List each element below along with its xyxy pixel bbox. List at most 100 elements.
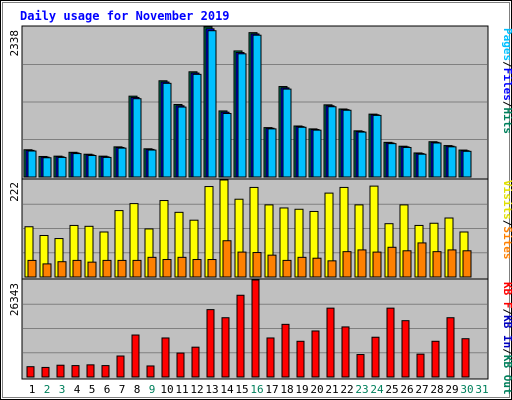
x-tick-label: 23 xyxy=(355,383,368,396)
bar-sites-day-29 xyxy=(447,249,457,278)
bar-pages-day-21 xyxy=(327,106,337,178)
bar-pages-day-19 xyxy=(297,126,307,178)
bar-pages-day-12 xyxy=(192,73,202,178)
legend-kbf: KB F xyxy=(501,282,512,309)
bar-sites-day-18 xyxy=(282,259,292,278)
bar-kb-f-day-7 xyxy=(116,355,125,378)
x-tick-label: 31 xyxy=(475,383,488,396)
x-tick-label: 20 xyxy=(310,383,323,396)
bar-kb-f-day-9 xyxy=(146,365,155,378)
bar-pages-day-11 xyxy=(177,106,187,178)
bar-sites-day-12 xyxy=(192,259,202,278)
bar-kb-f-day-4 xyxy=(71,365,80,378)
x-tick-label: 27 xyxy=(415,383,428,396)
x-tick-label: 29 xyxy=(445,383,458,396)
x-tick-label: 3 xyxy=(59,383,66,396)
x-tick-label: 16 xyxy=(250,383,263,396)
panel-bottom-bars xyxy=(26,279,470,378)
bar-kb-f-day-3 xyxy=(56,364,65,378)
bar-sites-day-5 xyxy=(87,261,97,278)
legend-files: Files xyxy=(501,68,512,101)
bar-sites-day-1 xyxy=(27,259,37,278)
bar-kb-f-day-14 xyxy=(221,317,230,378)
bar-sites-day-25 xyxy=(387,246,397,278)
bar-pages-day-20 xyxy=(312,129,322,178)
bar-kb-f-day-18 xyxy=(281,323,290,378)
x-tick-label: 8 xyxy=(134,383,141,396)
bar-sites-day-27 xyxy=(417,242,427,278)
bar-sites-day-3 xyxy=(57,261,67,278)
bar-kb-f-day-10 xyxy=(161,337,170,378)
bar-pages-day-5 xyxy=(87,155,97,178)
bar-kb-f-day-30 xyxy=(461,338,470,378)
legend-pages: Pages xyxy=(501,28,512,61)
x-tick-label: 7 xyxy=(119,383,126,396)
legend-sep-2: / xyxy=(501,101,512,108)
panel-bottom-max-label: 26343 xyxy=(8,283,21,316)
bar-pages-day-16 xyxy=(252,34,262,178)
bar-sites-day-20 xyxy=(312,257,322,278)
bar-sites-day-14 xyxy=(222,240,232,278)
bar-pages-day-6 xyxy=(102,156,112,178)
bar-sites-day-9 xyxy=(147,256,157,278)
bar-sites-day-30 xyxy=(462,250,472,278)
bar-pages-day-13 xyxy=(207,30,217,178)
x-tick-label: 24 xyxy=(370,383,384,396)
legend-bottom: KB F/KB In/KB Out xyxy=(501,282,512,395)
bar-kb-f-day-17 xyxy=(266,337,275,378)
bar-kb-f-day-2 xyxy=(41,366,50,378)
panel-mid-max-label: 222 xyxy=(8,182,21,202)
bar-sites-day-24 xyxy=(372,251,382,278)
bar-sites-day-2 xyxy=(42,263,52,278)
x-tick-label: 14 xyxy=(220,383,234,396)
bar-pages-day-26 xyxy=(402,146,412,178)
bar-kb-f-day-23 xyxy=(356,354,365,378)
panel-pages-files-hits: 2338 xyxy=(8,25,489,180)
bar-pages-day-29 xyxy=(447,146,457,178)
bar-sites-day-10 xyxy=(162,259,172,278)
bar-pages-day-28 xyxy=(432,142,442,178)
x-tick-label: 10 xyxy=(160,383,173,396)
x-tick-label: 4 xyxy=(74,383,81,396)
bar-kb-f-day-22 xyxy=(341,326,350,378)
bar-pages-day-14 xyxy=(222,112,232,178)
bar-kb-f-day-12 xyxy=(191,346,200,378)
legend-kbin: KB In xyxy=(501,315,512,348)
bar-kb-f-day-8 xyxy=(131,334,140,378)
bar-pages-day-9 xyxy=(147,149,157,178)
bar-kb-f-day-13 xyxy=(206,309,215,378)
x-tick-label: 6 xyxy=(104,383,111,396)
bar-kb-f-day-20 xyxy=(311,330,320,378)
x-tick-label: 30 xyxy=(460,383,473,396)
x-tick-label: 18 xyxy=(280,383,293,396)
bar-kb-f-day-21 xyxy=(326,307,335,378)
bar-kb-f-day-24 xyxy=(371,336,380,378)
x-tick-label: 2 xyxy=(44,383,51,396)
bar-pages-day-1 xyxy=(27,150,37,178)
bar-kb-f-day-15 xyxy=(236,294,245,378)
bar-kb-f-day-6 xyxy=(101,365,110,378)
bar-sites-day-26 xyxy=(402,250,412,278)
bar-sites-day-7 xyxy=(117,259,127,278)
bar-pages-day-2 xyxy=(42,157,52,178)
bar-pages-day-8 xyxy=(132,98,142,178)
bar-sites-day-11 xyxy=(177,256,187,278)
bar-sites-day-6 xyxy=(102,259,112,278)
legend-mid: Visits/Sites xyxy=(501,180,512,260)
x-tick-label: 26 xyxy=(400,383,413,396)
panel-kb: 26343 xyxy=(8,278,489,380)
legend-top: Pages/Files/Hits xyxy=(501,28,512,134)
bar-sites-day-16 xyxy=(252,252,262,278)
x-axis-labels: 1 2 3 4 5 6 7 8 9 10 11 12 13 14 15 16 17 18 19 20 21 22 23 24 2… xyxy=(29,383,489,396)
panel-top-max-label: 2338 xyxy=(8,30,21,57)
bar-sites-day-8 xyxy=(132,259,142,278)
x-tick-label: 28 xyxy=(430,383,443,396)
bar-kb-f-day-16 xyxy=(251,279,260,378)
bar-pages-day-25 xyxy=(387,143,397,178)
bar-pages-day-17 xyxy=(267,128,277,178)
x-tick-label: 5 xyxy=(89,383,96,396)
legend-visits: Visits xyxy=(501,180,512,220)
bar-pages-day-22 xyxy=(342,109,352,178)
